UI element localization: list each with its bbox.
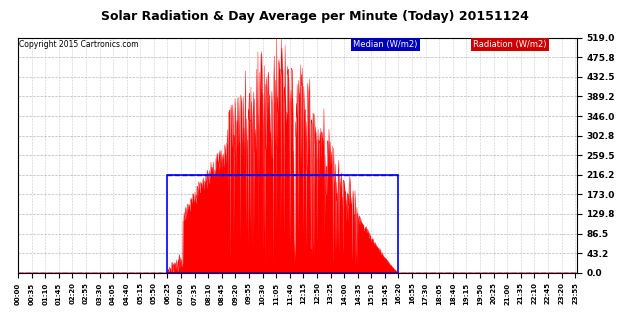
Text: Copyright 2015 Cartronics.com: Copyright 2015 Cartronics.com — [19, 40, 139, 49]
Text: Solar Radiation & Day Average per Minute (Today) 20151124: Solar Radiation & Day Average per Minute… — [101, 10, 529, 23]
Text: Median (W/m2): Median (W/m2) — [353, 40, 418, 49]
Text: Radiation (W/m2): Radiation (W/m2) — [473, 40, 547, 49]
Bar — [168, 175, 398, 273]
